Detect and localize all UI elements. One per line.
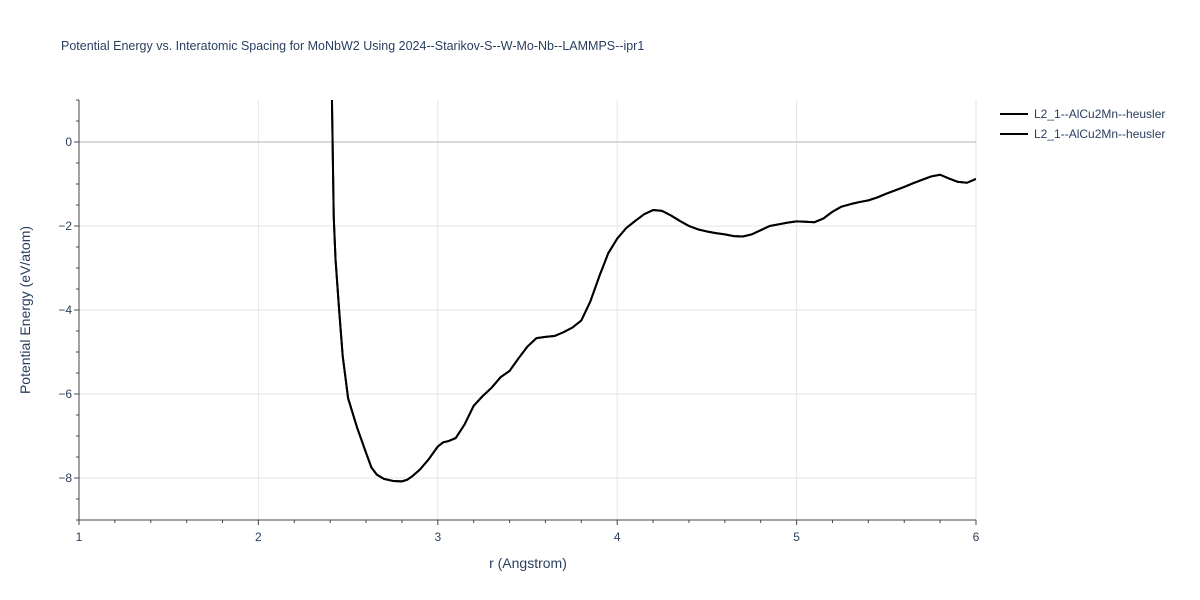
x-axis-title: r (Angstrom) bbox=[489, 555, 567, 571]
y-axis-title: Potential Energy (eV/atom) bbox=[17, 226, 33, 394]
legend-label[interactable]: L2_1--AlCu2Mn--heusler bbox=[1034, 107, 1165, 121]
y-tick-label: −4 bbox=[58, 303, 72, 317]
y-tick-label: 0 bbox=[65, 135, 72, 149]
x-tick-label: 4 bbox=[614, 530, 621, 544]
chart-title: Potential Energy vs. Interatomic Spacing… bbox=[61, 39, 644, 53]
plot-area bbox=[330, 100, 976, 483]
legend[interactable]: L2_1--AlCu2Mn--heusler L2_1--AlCu2Mn--heu… bbox=[1000, 107, 1165, 141]
y-tick-label: −8 bbox=[58, 471, 72, 485]
gridlines bbox=[79, 100, 977, 520]
x-tick-label: 6 bbox=[973, 530, 980, 544]
x-tick-label: 2 bbox=[255, 530, 262, 544]
series-line-1[interactable] bbox=[330, 100, 976, 483]
y-tick-label: −6 bbox=[58, 387, 72, 401]
legend-label[interactable]: L2_1--AlCu2Mn--heusler bbox=[1034, 127, 1165, 141]
x-tick-label: 5 bbox=[793, 530, 800, 544]
x-tick-label: 1 bbox=[76, 530, 83, 544]
y-tick-label: −2 bbox=[58, 219, 72, 233]
series-line-2[interactable] bbox=[330, 100, 976, 483]
axes: 1 2 3 4 5 6 0 −2 −4 −6 −8 bbox=[58, 99, 980, 544]
x-tick-label: 3 bbox=[434, 530, 441, 544]
